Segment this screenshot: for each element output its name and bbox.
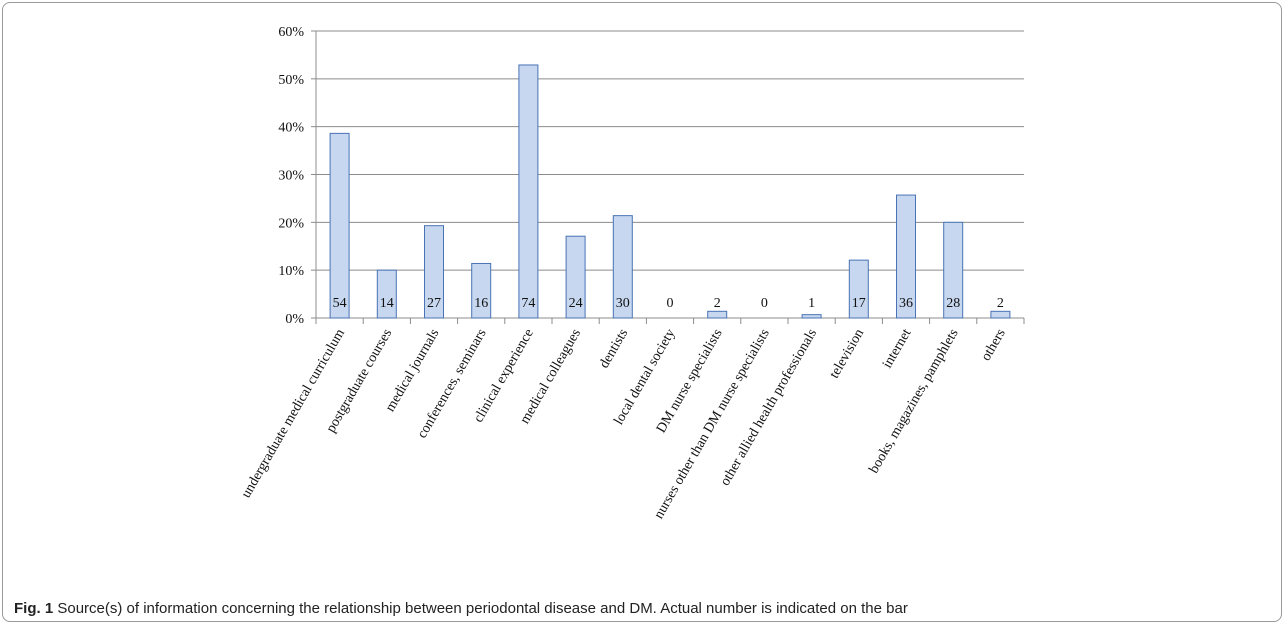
count-label: 36 [899, 296, 913, 311]
bar [376, 269, 397, 319]
bar [707, 310, 728, 319]
y-tick-label: 50% [278, 73, 304, 88]
count-label: 27 [427, 296, 441, 311]
bar [424, 225, 444, 319]
count-label: 14 [380, 296, 394, 311]
caption-text: Source(s) of information concerning the … [57, 600, 908, 617]
bar [848, 259, 869, 319]
x-tick-label: others [979, 327, 1009, 364]
caption: Fig. 1 Source(s) of information concerni… [14, 600, 908, 617]
count-label: 24 [569, 296, 583, 311]
bar [565, 235, 586, 319]
bar [471, 262, 492, 319]
count-label: 28 [946, 296, 960, 311]
bar [990, 310, 1011, 319]
count-label: 30 [616, 296, 630, 311]
y-tick-label: 30% [278, 169, 304, 184]
count-label: 74 [521, 296, 535, 311]
bar [943, 221, 964, 319]
count-label: 17 [852, 296, 866, 311]
count-label: 16 [474, 296, 488, 311]
x-tick-label: other allied health professionals [718, 327, 820, 489]
x-tick-label: internet [880, 326, 914, 371]
bar [518, 64, 539, 319]
bar [896, 194, 916, 319]
count-label: 2 [997, 296, 1004, 311]
y-tick-label: 0% [285, 312, 304, 327]
y-tick-label: 20% [278, 216, 304, 231]
bar [329, 132, 350, 319]
y-tick-label: 10% [278, 264, 304, 279]
bar [612, 215, 633, 319]
x-tick-label: television [827, 327, 867, 382]
y-tick-label: 60% [278, 25, 304, 40]
caption-label: Fig. 1 [14, 600, 54, 617]
count-label: 0 [761, 296, 768, 311]
bar [801, 314, 822, 319]
y-tick-label: 40% [278, 121, 304, 136]
x-tick-label: dentists [597, 327, 631, 372]
count-label: 1 [808, 296, 815, 311]
count-label: 54 [333, 296, 347, 311]
count-label: 0 [667, 296, 674, 311]
x-tick-label: books, magazines, pamphlets [867, 326, 962, 476]
count-label: 2 [714, 296, 721, 311]
